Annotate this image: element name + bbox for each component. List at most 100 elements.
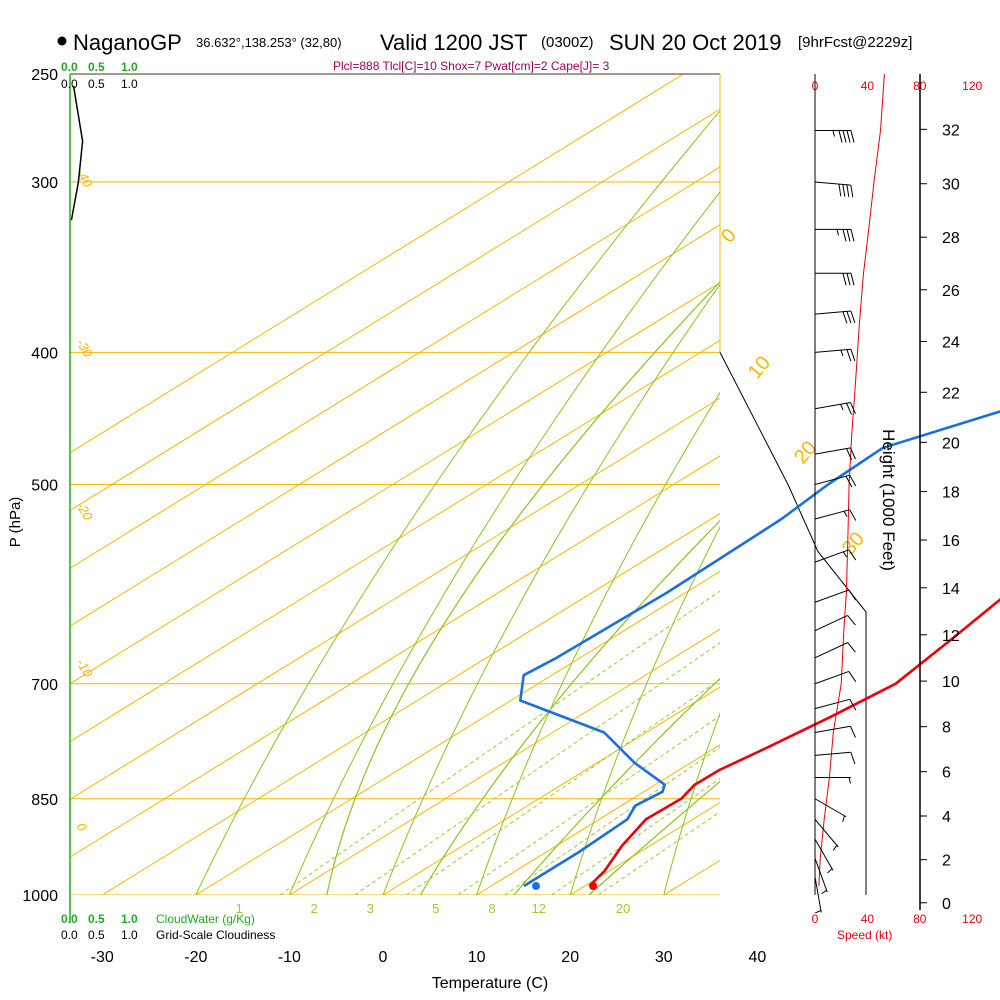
isotherm-line	[476, 744, 720, 895]
station-name: NaganoGP	[73, 30, 182, 55]
height-tick-label: 26	[942, 283, 960, 300]
height-tick-label: 16	[942, 533, 960, 550]
speed-tick-label-top: 120	[962, 79, 982, 93]
speed-tick-label-bottom: 0	[812, 912, 819, 926]
barb-staff	[814, 858, 828, 893]
mixing-ratio-line	[551, 777, 720, 895]
isotherm-line	[70, 166, 720, 569]
plot-lines	[70, 74, 1000, 895]
speed-tick-label-bottom: 80	[913, 912, 927, 926]
adiabat-label: 0	[717, 225, 741, 248]
isotherm-line	[70, 339, 720, 743]
pressure-tick-label: 400	[31, 345, 58, 362]
barb-half-feather	[815, 909, 822, 914]
temperature-tick-label: 20	[561, 949, 579, 966]
mixing-ratio-line	[354, 642, 720, 895]
sounding-profiles	[519, 410, 1000, 891]
station-marker-icon	[57, 36, 67, 46]
barb-staff	[814, 698, 850, 710]
temperature-tick-label: -30	[91, 949, 114, 966]
plot-right-outline	[719, 352, 867, 895]
height-tick-label: 18	[942, 485, 960, 502]
barb-feather	[849, 474, 857, 487]
cloud-water-tick: 0.0	[61, 60, 78, 74]
barb-feather	[846, 349, 852, 362]
height-tick-label: 30	[942, 177, 960, 194]
moist-adiabat	[326, 280, 720, 895]
wind-barb	[815, 129, 855, 143]
isotherm-label: -10	[73, 656, 96, 680]
barb-feather	[838, 183, 842, 197]
speed-tick-label-bottom: 40	[861, 912, 875, 926]
height-tick-label: 10	[942, 674, 960, 691]
barb-feather	[845, 475, 853, 488]
barb-staff	[814, 549, 849, 563]
barb-half-feather	[827, 868, 833, 874]
isotherm-line	[70, 108, 720, 512]
isotherm-line	[757, 74, 1000, 895]
mixing-ratio-label: 20	[616, 901, 630, 916]
height-tick-label: 22	[942, 385, 960, 402]
barb-feather	[846, 403, 853, 415]
forecast-info: [9hrFcst@2229z]	[798, 34, 912, 51]
wind-barb	[814, 549, 857, 563]
x-axis-title: Temperature (C)	[432, 975, 548, 992]
barb-staff	[814, 751, 851, 756]
cloud-water-tick: 0.5	[88, 60, 105, 74]
dry-adiabat	[195, 109, 720, 895]
barb-feather	[849, 726, 856, 738]
adiabat-label: 30	[838, 528, 869, 559]
barb-staff	[814, 725, 851, 733]
mixing-ratio-line	[279, 590, 720, 895]
barb-staff	[814, 798, 847, 818]
temperature-tick-label: 30	[655, 949, 673, 966]
wind-barb	[814, 509, 857, 521]
barb-feather	[846, 448, 853, 461]
cloud-water-tick-bottom: 1.0	[121, 912, 138, 926]
barb-feather	[842, 311, 848, 324]
wind-speed-line	[818, 73, 885, 887]
height-tick-label: 4	[942, 809, 951, 826]
height-axis-title: Height (1000 Feet)	[879, 429, 898, 571]
cloudiness-tick-bottom: 0.5	[88, 928, 105, 942]
wind-barb	[814, 181, 854, 198]
barb-half-feather	[842, 551, 848, 558]
cloud-water-tick: 1.0	[121, 60, 138, 74]
barb-feather	[846, 229, 851, 242]
mixing-ratio-label: 5	[432, 901, 439, 916]
speed-axis-label: Speed (kt)	[837, 928, 892, 942]
stability-indices: Plcl=888 Tlcl[C]=10 Shox=7 Pwat[cm]=2 Ca…	[333, 59, 610, 73]
wind-barb	[814, 670, 857, 685]
dry-adiabat	[757, 74, 1000, 895]
temperature-tick-label: -10	[278, 949, 301, 966]
height-tick-label: 32	[942, 122, 960, 139]
barb-feather	[849, 509, 857, 521]
barb-feather	[846, 311, 852, 324]
barb-feather	[847, 642, 856, 653]
wind-barb	[814, 838, 834, 874]
barb-staff	[814, 670, 849, 685]
cloudiness-tick: 0.0	[61, 77, 78, 91]
barb-half-feather	[832, 845, 838, 851]
barb-feather	[848, 671, 857, 682]
mixing-ratio-label: 1	[236, 901, 243, 916]
dry-adiabat	[382, 283, 720, 895]
pressure-tick-label: 250	[31, 67, 58, 84]
temperature-line	[588, 598, 1000, 887]
pressure-tick-label: 1000	[22, 888, 58, 905]
barb-feather	[848, 549, 857, 561]
pressure-tick-label: 850	[31, 792, 58, 809]
barb-staff	[814, 818, 839, 848]
mixing-ratio-label: 3	[367, 901, 374, 916]
speed-tick-label-top: 40	[861, 79, 875, 93]
wind-barb	[814, 615, 856, 632]
barb-feather	[850, 185, 854, 198]
cloudiness-tick-bottom: 0.0	[61, 928, 78, 942]
mixing-ratio-line	[457, 715, 720, 895]
wind-barb	[814, 447, 856, 461]
isotherm-line	[70, 281, 720, 685]
adiabat-label: 10	[744, 352, 775, 383]
